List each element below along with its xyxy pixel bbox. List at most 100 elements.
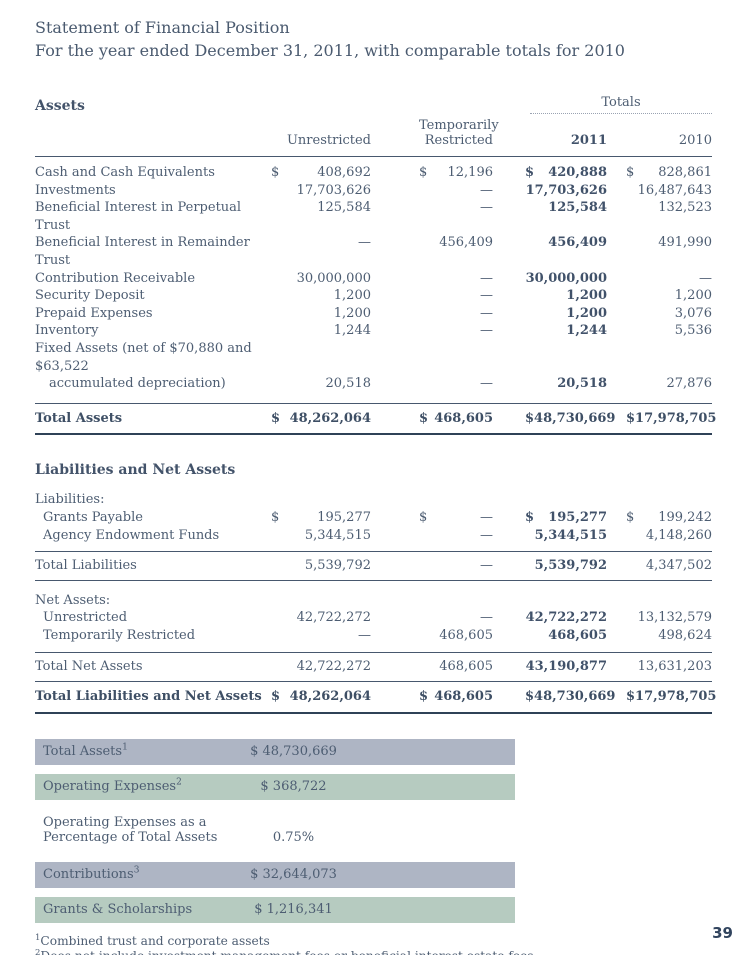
grand-total-rule-top — [35, 681, 712, 683]
footnotes: 1Combined trust and corporate assets 2Do… — [35, 932, 712, 955]
amount-unrestricted: 20,518 — [325, 376, 372, 392]
footnote-marker: 3 — [133, 865, 140, 876]
amount-2010: $199,242 — [626, 509, 712, 525]
amount-2010: 4,148,260 — [645, 527, 712, 543]
table-row-total-net-assets: Total Net Assets 42,722,272 468,605 43,1… — [35, 659, 712, 675]
table-row-total-assets: Total Assets $48,262,064 $468,605 $48,73… — [35, 410, 717, 426]
amount-2011: 125,584 — [548, 200, 607, 216]
page-number: 39 — [712, 924, 733, 942]
summary-row-operating-expenses: Operating Expenses2 $ 368,722 — [35, 773, 515, 800]
statement-sheet: Statement of Financial Position For the … — [35, 16, 717, 955]
amount-temp-restricted: — — [480, 610, 493, 626]
summary-metrics: Total Assets1 $ 48,730,669 Operating Exp… — [35, 738, 515, 923]
amount-unrestricted: $195,277 — [271, 509, 371, 525]
amount-temp-restricted: — — [480, 270, 493, 286]
totals-column-group-label: Totals — [530, 95, 712, 114]
summary-value: 0.75% — [272, 829, 315, 845]
grand-total-rule-bottom — [35, 711, 712, 714]
amount-temp-restricted: $468,605 — [419, 689, 493, 705]
amount-2011: 43,190,877 — [525, 659, 607, 675]
amount-temp-restricted: — — [480, 527, 493, 543]
amount-temp-restricted: — — [480, 288, 493, 304]
footnote-marker: 2 — [176, 777, 182, 788]
financial-table: Assets Totals Unrestricted Temporarily R… — [35, 95, 717, 714]
amount-2010: 27,876 — [666, 376, 713, 392]
col-header-unrestricted: Unrestricted — [286, 133, 371, 148]
amount-temp-restricted: — — [480, 305, 493, 321]
amount-unrestricted: 125,584 — [317, 200, 371, 216]
amount-2011: 1,244 — [566, 323, 607, 339]
amount-2011: $195,277 — [525, 509, 607, 525]
total-net-assets-rule-top — [35, 652, 712, 654]
amount-2011: 5,539,792 — [534, 558, 607, 574]
amount-unrestricted: 5,344,515 — [304, 527, 371, 543]
amount-temp-restricted: $ — — [419, 509, 493, 525]
amount-2011: 17,703,626 — [525, 182, 607, 198]
amount-temp-restricted: — — [480, 558, 493, 574]
page-title: Statement of Financial Position — [35, 18, 290, 37]
amount-2010: 1,200 — [674, 288, 712, 304]
col-header-2010: 2010 — [678, 133, 712, 148]
summary-row-total-assets: Total Assets1 $ 48,730,669 — [35, 738, 515, 765]
table-row-investments: Investments 17,703,626 — 17,703,626 16,4… — [35, 182, 712, 198]
summary-value: $ 368,722 — [260, 779, 327, 795]
table-row-cash: Cash and Cash Equivalents $408,692 $12,1… — [35, 165, 712, 180]
amount-2010: 13,631,203 — [637, 659, 712, 675]
table-row-total-liabilities: Total Liabilities 5,539,792 — 5,539,792 … — [35, 558, 712, 574]
amount-unrestricted: 5,539,792 — [304, 558, 371, 574]
total-assets-rule-bottom — [35, 433, 712, 436]
amount-temp-restricted: — — [480, 182, 493, 198]
footnote-1: 1Combined trust and corporate assets — [35, 932, 270, 948]
amount-unrestricted: $48,262,064 — [271, 410, 371, 426]
col-header-2011: 2011 — [570, 133, 607, 148]
amount-unrestricted: $48,262,064 — [271, 689, 371, 705]
summary-value: $ 1,216,341 — [254, 902, 333, 918]
table-row-agency-endowment: Agency Endowment Funds 5,344,515 — 5,344… — [43, 527, 712, 543]
amount-2010: 4,347,502 — [645, 558, 712, 574]
net-assets-group-label: Net Assets: — [35, 592, 111, 608]
column-headers-row: Unrestricted Temporarily Restricted 2011… — [35, 118, 712, 148]
table-row-fixed-assets: Fixed Assets (net of $70,880 and $63,522… — [35, 340, 713, 392]
table-row-net-temp-restricted: Temporarily Restricted — 468,605 468,605… — [43, 627, 712, 643]
table-row-remainder-trust: Beneficial Interest in Remainder Trust —… — [35, 235, 712, 268]
amount-2010: 16,487,643 — [637, 182, 712, 198]
table-row-contribution-receivable: Contribution Receivable 30,000,000 — 30,… — [35, 270, 712, 286]
amount-2011: $48,730,669 — [525, 689, 616, 705]
amount-2011: 30,000,000 — [525, 270, 607, 286]
amount-temp-restricted: 456,409 — [439, 235, 493, 251]
total-liabilities-rule-top — [35, 551, 712, 553]
amount-2011: 456,409 — [548, 235, 607, 251]
amount-2011: 468,605 — [548, 627, 607, 643]
table-row-grants-payable: Grants Payable $195,277 $ — $195,277 $199… — [43, 509, 712, 525]
amount-temp-restricted: 468,605 — [439, 627, 493, 643]
amount-unrestricted: 30,000,000 — [296, 270, 371, 286]
table-row-prepaid-expenses: Prepaid Expenses 1,200 — 1,200 3,076 — [35, 305, 712, 321]
liabilities-heading: Liabilities and Net Assets — [35, 462, 236, 479]
amount-2011: 42,722,272 — [525, 610, 607, 626]
amount-2010: $828,861 — [626, 165, 712, 180]
amount-2010: 132,523 — [658, 200, 712, 216]
amount-unrestricted: 1,244 — [333, 323, 371, 339]
amount-2010: 5,536 — [674, 323, 712, 339]
header-rule — [35, 156, 712, 157]
amount-temp-restricted: 468,605 — [439, 659, 493, 675]
total-liabilities-rule-bottom — [35, 579, 712, 581]
amount-unrestricted: 1,200 — [333, 288, 371, 304]
table-row-net-unrestricted: Unrestricted 42,722,272 — 42,722,272 13,… — [43, 610, 712, 626]
summary-row-grants-scholarships: Grants & Scholarships $ 1,216,341 — [35, 896, 515, 923]
amount-unrestricted: 42,722,272 — [296, 659, 371, 675]
amount-2010: $17,978,705 — [626, 410, 717, 426]
summary-row-contributions: Contributions3 $ 32,644,073 — [35, 861, 515, 888]
footnote-marker: 1 — [122, 742, 128, 753]
amount-2011: 1,200 — [566, 288, 607, 304]
summary-value: $ 32,644,073 — [250, 867, 337, 883]
amount-temp-restricted: $468,605 — [419, 410, 493, 426]
amount-unrestricted: 42,722,272 — [296, 610, 371, 626]
summary-value: $ 48,730,669 — [250, 744, 337, 760]
liabilities-group-label: Liabilities: — [35, 492, 105, 508]
assets-heading: Assets — [35, 98, 85, 114]
col-header-temporarily-restricted: Temporarily Restricted — [419, 118, 499, 148]
amount-temp-restricted: — — [480, 376, 493, 392]
amount-2011: $420,888 — [525, 165, 607, 180]
